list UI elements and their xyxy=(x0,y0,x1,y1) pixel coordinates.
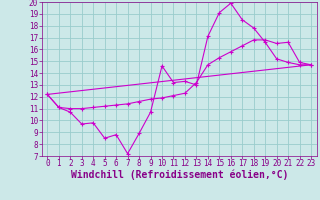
X-axis label: Windchill (Refroidissement éolien,°C): Windchill (Refroidissement éolien,°C) xyxy=(70,170,288,180)
